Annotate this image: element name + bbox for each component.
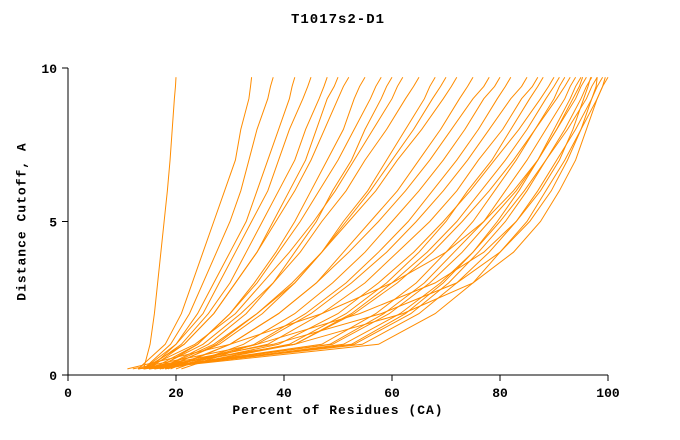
curve-model-08 xyxy=(148,76,350,370)
curve-model-05 xyxy=(148,77,312,370)
curve-model-06 xyxy=(146,77,328,370)
curve-model-16 xyxy=(164,76,458,370)
curve-model-19 xyxy=(175,76,501,370)
curve-model-38 xyxy=(127,77,584,370)
curve-model-36 xyxy=(143,77,606,370)
x-tick-label: 60 xyxy=(384,386,400,401)
curve-model-03 xyxy=(143,77,274,370)
y-tick-label: 0 xyxy=(49,369,57,384)
plot-title: T1017s2-D1 xyxy=(290,12,385,28)
curve-model-24 xyxy=(159,76,555,370)
x-tick-label: 40 xyxy=(276,386,292,401)
curve-model-30 xyxy=(143,76,587,370)
x-tick-label: 20 xyxy=(168,386,184,401)
x-tick-label: 0 xyxy=(64,386,72,401)
curve-model-26 xyxy=(148,76,566,370)
curve-model-10 xyxy=(156,76,382,370)
curve-model-29 xyxy=(148,76,582,370)
curve-model-02 xyxy=(137,77,253,370)
curve-model-21 xyxy=(159,76,528,370)
curve-model-23 xyxy=(165,76,544,370)
curve-model-31 xyxy=(138,76,593,370)
y-axis-label: Distance Cutoff, A xyxy=(14,142,30,301)
curve-model-28 xyxy=(154,76,577,370)
curve-model-27 xyxy=(138,76,571,370)
y-tick-label: 10 xyxy=(41,62,57,77)
curve-model-37 xyxy=(132,77,592,370)
x-tick-label: 100 xyxy=(596,386,620,401)
curve-model-22 xyxy=(154,76,539,370)
curve-model-20 xyxy=(181,76,512,370)
curve-model-04 xyxy=(143,77,296,370)
curve-model-33 xyxy=(143,76,604,370)
curve-model-18 xyxy=(170,76,490,370)
curve-model-13 xyxy=(154,76,420,370)
curve-model-35 xyxy=(138,77,598,370)
y-tick-label: 5 xyxy=(49,216,57,231)
curve-model-01 xyxy=(143,77,177,369)
curve-model-12 xyxy=(143,76,404,370)
x-tick-label: 80 xyxy=(492,386,508,401)
curve-model-32 xyxy=(154,76,598,370)
x-axis-label: Percent of Residues (CA) xyxy=(232,403,444,418)
curve-model-14 xyxy=(162,76,436,370)
